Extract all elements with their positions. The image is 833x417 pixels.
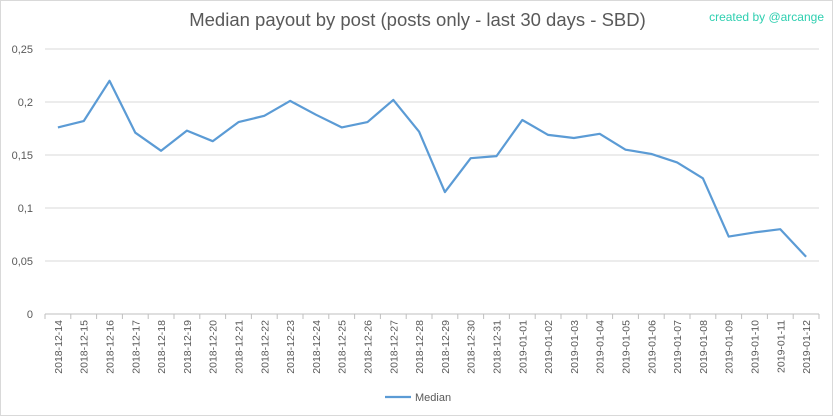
x-tick-label: 2019-01-10: [750, 320, 762, 374]
x-tick-label: 2018-12-23: [285, 320, 297, 374]
y-tick-label: 0: [27, 309, 33, 321]
x-tick-label: 2018-12-22: [259, 320, 271, 374]
x-tick-label: 2018-12-19: [182, 320, 194, 374]
x-tick-label: 2019-01-12: [801, 320, 813, 374]
x-tick-label: 2018-12-27: [388, 320, 400, 374]
x-tick-label: 2019-01-06: [646, 320, 658, 374]
y-tick-label: 0,15: [12, 150, 33, 162]
x-tick-label: 2018-12-14: [53, 320, 65, 374]
x-tick-label: 2019-01-02: [543, 320, 555, 374]
x-tick-label: 2018-12-18: [156, 320, 168, 374]
y-tick-label: 0,1: [18, 203, 33, 215]
x-tick-label: 2019-01-01: [517, 320, 529, 374]
x-tick-label: 2019-01-05: [621, 320, 633, 374]
x-tick-label: 2018-12-31: [492, 320, 504, 374]
x-tick-label: 2019-01-08: [698, 320, 710, 374]
x-tick-label: 2019-01-07: [672, 320, 684, 374]
x-tick-label: 2018-12-28: [414, 320, 426, 374]
x-tick-label: 2018-12-26: [363, 320, 375, 374]
y-tick-label: 0,25: [12, 44, 33, 56]
x-tick-label: 2018-12-20: [208, 320, 220, 374]
y-tick-label: 0,05: [12, 256, 33, 268]
x-tick-label: 2019-01-11: [775, 320, 787, 373]
x-tick-label: 2018-12-16: [105, 320, 117, 374]
y-tick-label: 0,2: [18, 97, 33, 109]
legend-label-median: Median: [415, 392, 451, 404]
x-tick-label: 2018-12-17: [130, 320, 142, 374]
x-tick-label: 2018-12-25: [337, 320, 349, 374]
x-tick-label: 2019-01-09: [724, 320, 736, 374]
x-tick-label: 2019-01-03: [569, 320, 581, 374]
x-tick-label: 2018-12-30: [466, 320, 478, 374]
x-tick-label: 2018-12-24: [311, 320, 323, 374]
x-tick-label: 2018-12-15: [79, 320, 91, 374]
x-tick-label: 2018-12-21: [234, 320, 246, 374]
x-tick-label: 2018-12-29: [440, 320, 452, 374]
x-tick-label: 2019-01-04: [595, 320, 607, 374]
series-line-median: [58, 81, 806, 257]
